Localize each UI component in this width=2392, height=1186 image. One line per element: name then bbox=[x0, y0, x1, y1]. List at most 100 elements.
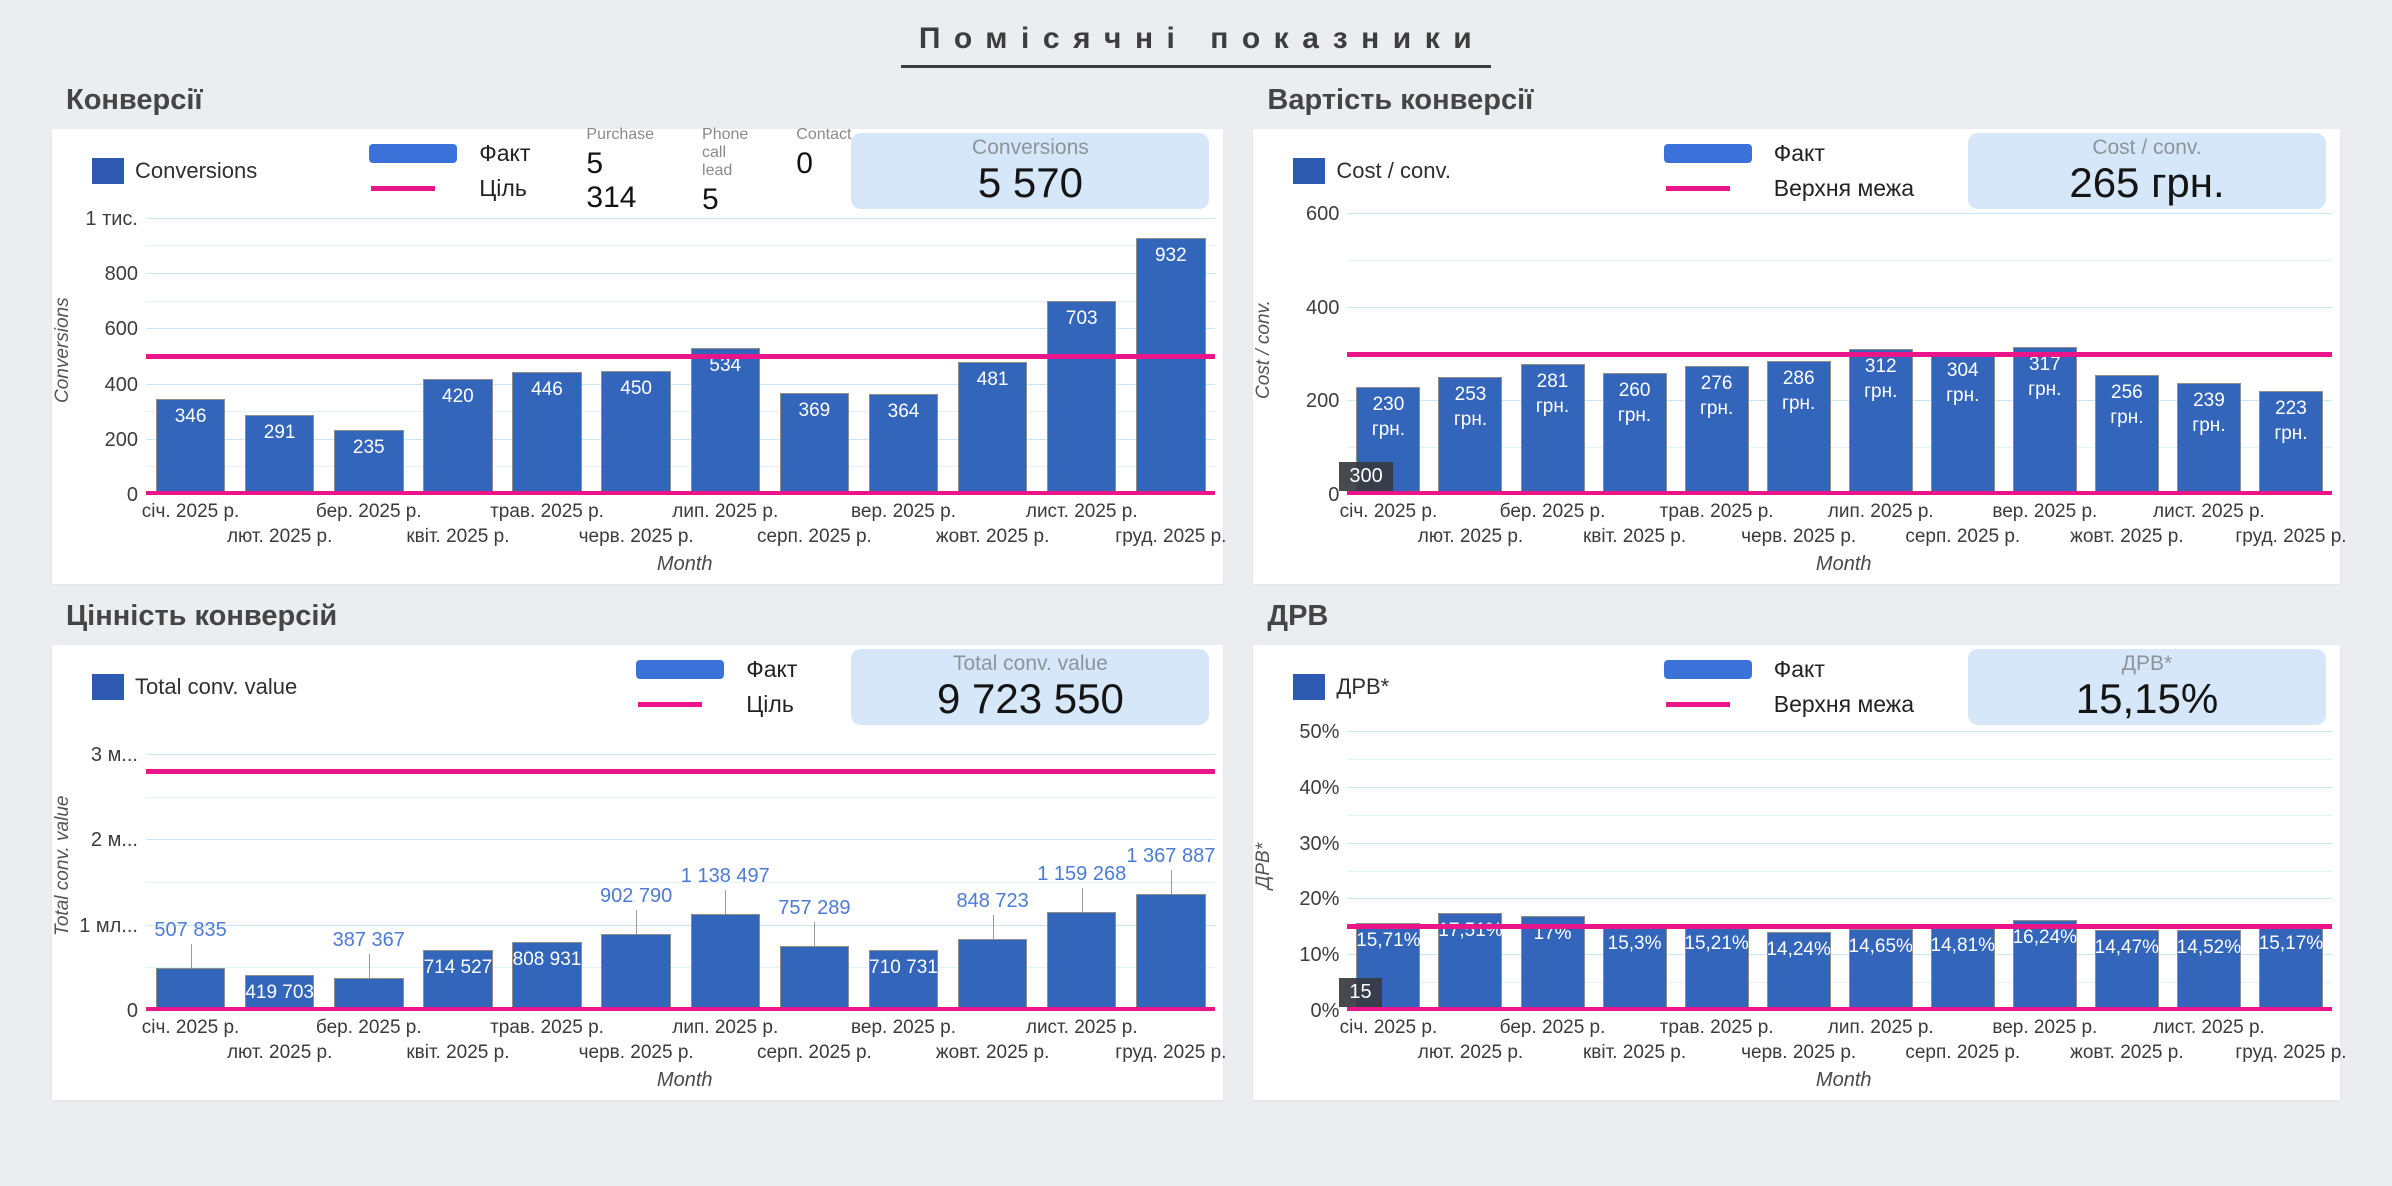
fact-swatch-icon bbox=[1663, 660, 1752, 679]
zero-baseline bbox=[146, 491, 1216, 495]
bar[interactable]: 710 731 bbox=[868, 950, 939, 1011]
bar-value-label: 15,21% bbox=[1684, 933, 1749, 955]
limit-value-chip: 15 bbox=[1339, 978, 1382, 1007]
bar[interactable]: 419 703 bbox=[244, 975, 315, 1011]
bar-value-label: 17,51% bbox=[1438, 920, 1503, 942]
limit-swatch-icon bbox=[1665, 186, 1730, 191]
bar[interactable]: 14,65% bbox=[1849, 929, 1913, 1011]
bar-value-label: 276 грн. bbox=[1699, 372, 1734, 419]
x-tick-label: лист. 2025 р. bbox=[1025, 1017, 1138, 1038]
section-conversions: Конверсії Conversions Факт Ціль Purchase… bbox=[52, 68, 1226, 584]
bar[interactable] bbox=[690, 913, 760, 1011]
bar[interactable] bbox=[779, 946, 850, 1011]
bar[interactable]: 281 грн. bbox=[1520, 363, 1585, 495]
bar[interactable]: 446 bbox=[512, 371, 582, 495]
bar[interactable]: 235 bbox=[334, 430, 404, 495]
plot-area: 15,71% 17,51% 17% 15,3% 15,21% 14,24% 14,65% 14… bbox=[1339, 721, 2332, 1011]
x-tick-label: вер. 2025 р. bbox=[1992, 501, 2098, 522]
x-tick-label: черв. 2025 р. bbox=[578, 1042, 694, 1063]
bar[interactable]: 364 bbox=[868, 394, 939, 495]
stat-label: Purchase bbox=[586, 125, 655, 143]
bar[interactable]: 14,24% bbox=[1766, 931, 1831, 1011]
section-cost-per-conversion: Вартість конверсії Cost / conv. Факт Вер… bbox=[1253, 68, 2347, 584]
bar-value-label: 286 грн. bbox=[1782, 368, 1816, 415]
y-tick-label: 600 bbox=[104, 318, 138, 341]
bar[interactable]: 16,24% bbox=[2013, 920, 2077, 1011]
bar[interactable]: 256 грн. bbox=[2094, 375, 2159, 495]
x-tick-label: жовт. 2025 р. bbox=[935, 1042, 1050, 1063]
x-tick-label: серп. 2025 р. bbox=[756, 1042, 872, 1063]
bar[interactable]: 450 bbox=[601, 370, 671, 495]
bar[interactable]: 260 грн. bbox=[1602, 373, 1667, 495]
bar[interactable]: 276 грн. bbox=[1684, 365, 1749, 495]
bar[interactable]: 17% bbox=[1520, 916, 1585, 1011]
bar[interactable] bbox=[601, 934, 671, 1011]
stat-value: 0 bbox=[796, 146, 813, 180]
section-drv: ДРВ ДРВ* Факт Верхня межа ДРВ* 15,15% bbox=[1253, 584, 2347, 1100]
fact-swatch-icon bbox=[1663, 144, 1752, 163]
bar[interactable]: 808 931 bbox=[512, 942, 582, 1011]
bar-value-label: 1 159 268 bbox=[1037, 863, 1127, 886]
y-tick-label: 30% bbox=[1299, 832, 1340, 855]
y-axis-title: Cost / conv. bbox=[1253, 300, 1275, 400]
bar[interactable]: 239 грн. bbox=[2176, 383, 2241, 495]
bar-value-label: 346 bbox=[174, 406, 207, 428]
bar[interactable]: 346 bbox=[155, 399, 226, 495]
bar[interactable]: 15,17% bbox=[2259, 926, 2323, 1011]
bar[interactable] bbox=[334, 977, 404, 1011]
y-tick-label: 0% bbox=[1310, 1000, 1340, 1022]
y-tick-label: 0 bbox=[1328, 484, 1340, 506]
x-tick-label: груд. 2025 р. bbox=[2235, 1042, 2347, 1063]
bar[interactable]: 15,21% bbox=[1684, 926, 1749, 1011]
bar[interactable]: 312 грн. bbox=[1848, 349, 1913, 495]
y-tick-label: 20% bbox=[1299, 888, 1340, 911]
y-tick-label: 200 bbox=[1306, 390, 1340, 413]
x-tick-label: жовт. 2025 р. bbox=[935, 526, 1050, 547]
bar[interactable]: 15,71% bbox=[1356, 923, 1421, 1011]
bar[interactable]: 14,81% bbox=[1931, 928, 1995, 1011]
fact-swatch-icon bbox=[636, 660, 725, 679]
bar[interactable]: 286 грн. bbox=[1766, 361, 1831, 495]
bar[interactable]: 291 bbox=[244, 414, 315, 495]
gridline bbox=[1347, 400, 2332, 402]
bar-value-label: 304 грн. bbox=[1946, 359, 1980, 406]
x-tick-label: бер. 2025 р. bbox=[315, 501, 422, 522]
bar[interactable] bbox=[1136, 894, 1206, 1011]
label-connector-line bbox=[368, 953, 370, 978]
bar-value-label: 902 790 bbox=[599, 885, 673, 907]
x-axis-title: Month bbox=[656, 553, 713, 575]
x-tick-label: лют. 2025 р. bbox=[226, 1042, 333, 1063]
stat-contact: Contact 0 bbox=[796, 126, 851, 217]
x-tick-label: серп. 2025 р. bbox=[1905, 1042, 2021, 1063]
y-tick-label: 400 bbox=[1306, 296, 1340, 319]
bar[interactable]: 703 bbox=[1046, 300, 1117, 495]
bar[interactable]: 481 bbox=[957, 362, 1028, 495]
bar[interactable] bbox=[957, 938, 1028, 1011]
bar[interactable] bbox=[155, 967, 226, 1011]
bar[interactable]: 223 грн. bbox=[2258, 390, 2323, 495]
y-tick-label: 40% bbox=[1299, 776, 1340, 799]
y-axis-title: Total conv. value bbox=[52, 795, 73, 937]
bar[interactable]: 15,3% bbox=[1602, 925, 1667, 1011]
bar[interactable]: 14,52% bbox=[2177, 930, 2241, 1011]
x-tick-label: січ. 2025 р. bbox=[141, 501, 240, 522]
bar[interactable]: 714 527 bbox=[423, 950, 493, 1011]
y-tick-label: 400 bbox=[104, 373, 138, 396]
bar-value-label: 256 грн. bbox=[2110, 382, 2144, 429]
bar[interactable]: 420 bbox=[423, 379, 493, 495]
bar-value-label: 14,24% bbox=[1766, 938, 1831, 960]
bar[interactable]: 932 bbox=[1136, 237, 1206, 495]
fact-limit-legend: Факт Ціль bbox=[636, 656, 797, 718]
series-label: Conversions bbox=[135, 158, 258, 183]
kpi-value: 5 570 bbox=[977, 159, 1083, 206]
bar[interactable]: 369 bbox=[779, 393, 850, 495]
bar[interactable]: 304 грн. bbox=[1930, 352, 1995, 495]
bar[interactable] bbox=[1046, 912, 1117, 1011]
bar[interactable]: 534 bbox=[690, 347, 760, 495]
bar-value-label: 223 грн. bbox=[2274, 397, 2308, 444]
bar[interactable]: 317 грн. bbox=[2012, 346, 2077, 495]
gridline bbox=[1347, 260, 2332, 262]
gridline bbox=[146, 438, 1216, 440]
bar[interactable]: 14,47% bbox=[2095, 930, 2159, 1011]
bar[interactable]: 253 грн. bbox=[1438, 376, 1503, 495]
